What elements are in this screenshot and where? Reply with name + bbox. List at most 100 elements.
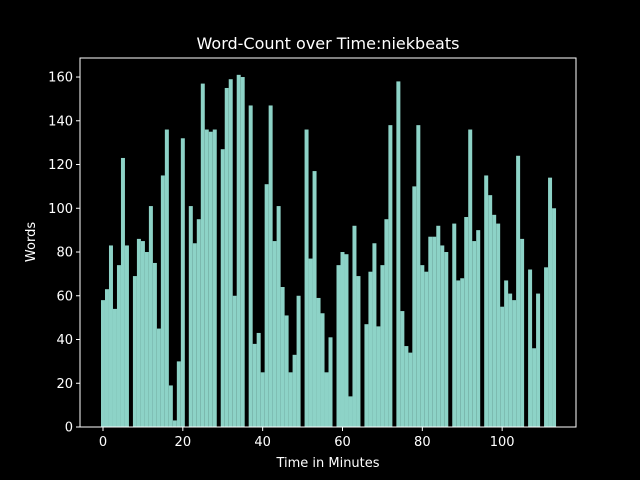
bar [160,175,165,427]
bar [432,236,437,427]
bar [476,230,481,427]
bar [204,129,209,427]
bar [172,420,177,427]
bar [112,308,117,427]
bar [288,372,293,427]
bar [272,241,277,427]
bar [424,271,429,427]
bar [168,385,173,427]
bar [124,245,129,427]
bar [364,324,369,427]
bar [400,311,405,427]
bar [188,206,193,427]
x-tick-label: 40 [254,435,271,450]
bar [380,265,385,427]
bar [372,243,377,427]
axes-frame [79,57,577,428]
bar [508,293,513,427]
bar [116,265,121,427]
bar [232,295,237,427]
bar [212,129,217,427]
y-tick-label: 60 [56,289,73,304]
bar [336,265,341,427]
bar [264,184,269,427]
bar [156,328,161,427]
bar [444,252,449,427]
bar [536,293,541,427]
bar [368,271,373,427]
y-tick-label: 0 [65,421,73,436]
x-tick-label: 80 [414,435,431,450]
bar [256,332,261,427]
bar [108,245,113,427]
bar [528,269,533,427]
bar [236,74,241,428]
bar [456,280,461,427]
bar [552,208,557,427]
bar [224,87,229,427]
bar [316,297,321,427]
bar [308,258,313,427]
bar [352,225,357,427]
bar [464,217,469,427]
bar [340,252,345,427]
y-tick-label: 40 [56,333,73,348]
bar [328,337,333,427]
bar [260,372,265,427]
bar [384,219,389,427]
y-tick-label: 160 [48,71,73,86]
bar [500,306,505,427]
bar [344,254,349,427]
bar [268,105,273,428]
bar [420,265,425,427]
bar [192,243,197,427]
bar [276,206,281,427]
bar [492,214,497,427]
bar [460,278,465,427]
bar [396,81,401,427]
bar [452,223,457,427]
y-tick-label: 140 [48,114,73,129]
bar [544,267,549,427]
bar [196,219,201,427]
bar [324,372,329,427]
bar [296,295,301,427]
bar [416,125,421,427]
bar [376,326,381,427]
bar [472,241,477,427]
bar [228,79,233,427]
x-tick-label: 60 [334,435,351,450]
bar [104,289,109,427]
bar [388,125,393,427]
bar [404,346,409,427]
bar [208,131,213,427]
bar [164,129,169,427]
bar [440,245,445,427]
y-tick-label: 20 [56,377,73,392]
bar [176,361,181,427]
bar [548,177,553,427]
bar [280,287,285,427]
bar [220,149,225,427]
bar [468,129,473,427]
bar [180,138,185,427]
bar [320,313,325,427]
bar [428,236,433,427]
bar [132,276,137,427]
bar [252,343,257,427]
bar [292,354,297,427]
bar [356,276,361,427]
bar [488,195,493,427]
bar [312,171,317,427]
bar [148,206,153,427]
bar [248,105,253,428]
bar [436,225,441,427]
bar [348,396,353,427]
bar [120,157,125,428]
bar [408,352,413,427]
x-axis-label: Time in Minutes [275,456,379,471]
bar [284,315,289,427]
y-tick-label: 100 [48,202,73,217]
bar [200,83,205,427]
